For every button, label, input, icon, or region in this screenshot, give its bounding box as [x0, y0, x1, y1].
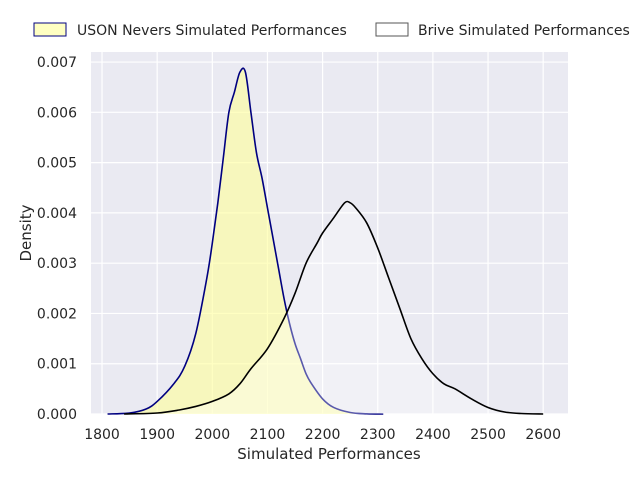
x-tick-label: 2600 — [525, 427, 561, 443]
y-tick-label: 0.000 — [37, 407, 77, 423]
density-areas — [107, 67, 544, 415]
density-fill-brive — [124, 201, 544, 414]
x-tick-label: 2200 — [305, 427, 341, 443]
x-tick-label: 2300 — [360, 427, 396, 443]
y-axis: 0.000 0.001 0.002 0.003 0.004 0.005 0.006 0.007 — [37, 55, 77, 423]
x-axis-title: Simulated Performances — [237, 445, 421, 463]
y-tick-label: 0.004 — [37, 206, 77, 222]
legend-label-brive: Brive Simulated Performances — [418, 23, 630, 39]
legend-swatch-uson — [33, 22, 67, 37]
x-tick-label: 2000 — [194, 427, 230, 443]
y-tick-label: 0.005 — [37, 156, 77, 172]
x-tick-label: 2500 — [470, 427, 506, 443]
legend-swatch-brive — [375, 22, 409, 37]
legend: USON Nevers Simulated Performances Brive… — [33, 22, 630, 39]
legend-label-uson: USON Nevers Simulated Performances — [77, 23, 347, 39]
y-axis-title: Density — [17, 204, 35, 261]
density-line-brive — [124, 200, 544, 415]
x-axis: 1800 1900 2000 2100 2200 2300 2400 2500 2600 — [84, 427, 561, 443]
x-tick-label: 2400 — [415, 427, 451, 443]
y-tick-label: 0.007 — [37, 55, 77, 71]
y-tick-label: 0.006 — [37, 105, 77, 121]
x-tick-label: 1900 — [139, 427, 175, 443]
x-tick-label: 2100 — [250, 427, 286, 443]
x-tick-label: 1800 — [84, 427, 120, 443]
y-tick-label: 0.003 — [37, 256, 77, 272]
y-tick-label: 0.001 — [37, 357, 77, 373]
y-tick-label: 0.002 — [37, 306, 77, 322]
density-fill-uson — [107, 68, 384, 414]
density-line-uson — [107, 67, 384, 415]
